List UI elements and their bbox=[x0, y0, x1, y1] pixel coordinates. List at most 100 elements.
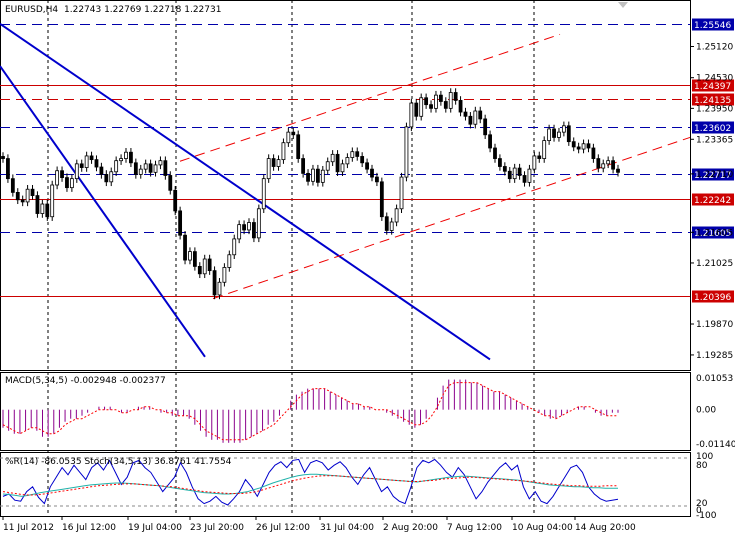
time-tick-label: 7 Aug 12:00 bbox=[447, 523, 502, 533]
candle-body bbox=[99, 166, 104, 175]
candle-body bbox=[547, 128, 552, 142]
candle-body bbox=[443, 101, 448, 109]
candle-body bbox=[202, 258, 207, 275]
candle-body bbox=[384, 216, 389, 231]
candle-body bbox=[429, 104, 433, 109]
level-label: 1.23602 bbox=[694, 124, 731, 134]
candle-body bbox=[276, 159, 281, 167]
candle-body bbox=[50, 184, 55, 218]
candle-body bbox=[438, 94, 443, 102]
candle-body bbox=[168, 175, 173, 191]
candle-body bbox=[242, 224, 246, 231]
candle-body bbox=[119, 158, 123, 162]
candle-body bbox=[493, 147, 497, 159]
oscillator-panel-frame bbox=[0, 452, 691, 517]
candle-body bbox=[178, 210, 183, 236]
candle-body bbox=[207, 258, 212, 272]
candle-body bbox=[25, 188, 30, 203]
candle-body bbox=[566, 125, 571, 143]
candle-body bbox=[517, 167, 522, 176]
candle-body bbox=[217, 281, 222, 296]
candle-body bbox=[498, 158, 502, 167]
price-tick-label: 1.21025 bbox=[696, 259, 733, 269]
candle-body bbox=[601, 163, 606, 169]
candle-body bbox=[606, 160, 611, 165]
candle-body bbox=[522, 175, 527, 183]
candle-body bbox=[557, 131, 561, 138]
candle-body bbox=[20, 199, 25, 203]
candle-body bbox=[109, 171, 114, 183]
candle-body bbox=[6, 158, 10, 180]
level-label-box bbox=[692, 290, 734, 303]
candle-body bbox=[133, 162, 138, 175]
price-tick-label: 1.25120 bbox=[696, 43, 733, 53]
candle-body bbox=[375, 176, 379, 183]
candle-body bbox=[532, 155, 537, 170]
candle-body bbox=[281, 142, 286, 161]
level-label-box bbox=[692, 18, 734, 31]
candle-body bbox=[79, 163, 84, 168]
candle-body bbox=[311, 168, 315, 182]
level-label-box bbox=[692, 168, 734, 181]
level-label: 1.25546 bbox=[694, 21, 731, 31]
candle-body bbox=[399, 176, 404, 210]
level-label: 1.24397 bbox=[694, 82, 731, 92]
candle-body bbox=[1, 156, 5, 159]
price-tick-label: 1.19285 bbox=[696, 351, 733, 361]
candle-body bbox=[414, 102, 419, 117]
macd-panel: 0.01053 0.00 -0.01140 bbox=[2, 374, 735, 450]
uptrend-channel-line bbox=[212, 136, 691, 300]
chart-shift-marker[interactable] bbox=[618, 2, 628, 8]
candle-body bbox=[124, 151, 128, 159]
downtrend-line bbox=[0, 65, 206, 358]
candle-body bbox=[74, 163, 79, 180]
candle-body bbox=[296, 134, 301, 159]
candle-body bbox=[40, 203, 45, 214]
time-tick-label: 2 Aug 20:00 bbox=[383, 523, 438, 533]
candle-body bbox=[453, 92, 458, 101]
candle-body bbox=[138, 168, 143, 175]
candle-body bbox=[129, 151, 133, 164]
level-label-box bbox=[692, 121, 734, 134]
candle-body bbox=[301, 158, 306, 174]
candle-body bbox=[173, 189, 178, 212]
macd-tick-label: 0.01053 bbox=[696, 374, 733, 384]
candle-body bbox=[158, 160, 163, 166]
williams-r-line bbox=[2, 458, 619, 506]
candle-body bbox=[192, 251, 197, 267]
candle-body bbox=[291, 131, 296, 136]
time-tick-label: 19 Jul 04:00 bbox=[128, 523, 182, 533]
candle-body bbox=[94, 159, 99, 168]
candle-body bbox=[571, 141, 576, 148]
candle-body bbox=[114, 160, 119, 173]
candle-body bbox=[434, 94, 438, 109]
time-tick-label: 11 Jul 2012 bbox=[3, 523, 54, 533]
time-tick-label: 23 Jul 20:00 bbox=[190, 523, 244, 533]
price-panel-frame bbox=[0, 0, 691, 371]
price-tick-label: 1.23950 bbox=[696, 104, 733, 114]
candle-body bbox=[222, 267, 227, 283]
candle-body bbox=[237, 224, 242, 240]
oscillator-title: %R(14) -86.0535 Stoch(34,5,13) 36.8761 4… bbox=[5, 457, 232, 467]
candle-body bbox=[379, 181, 384, 218]
candle-body bbox=[394, 208, 399, 223]
price-tick-label: 1.23365 bbox=[696, 135, 733, 145]
candle-body bbox=[330, 153, 335, 163]
candle-body bbox=[232, 238, 237, 256]
candle-body bbox=[335, 153, 340, 173]
candle-body bbox=[320, 169, 325, 183]
candle-body bbox=[611, 160, 615, 170]
candle-body bbox=[576, 146, 581, 150]
candle-body bbox=[188, 251, 192, 261]
macd-tick-label: 0.00 bbox=[696, 406, 716, 416]
level-label-box bbox=[692, 193, 734, 206]
candle-body bbox=[65, 177, 69, 189]
candle-body bbox=[365, 162, 369, 170]
candle-body bbox=[409, 102, 414, 128]
candle-body bbox=[404, 126, 409, 178]
candle-body bbox=[183, 234, 187, 261]
oscillator-tick-label: 0 bbox=[696, 506, 702, 516]
macd-panel-frame bbox=[0, 372, 691, 451]
